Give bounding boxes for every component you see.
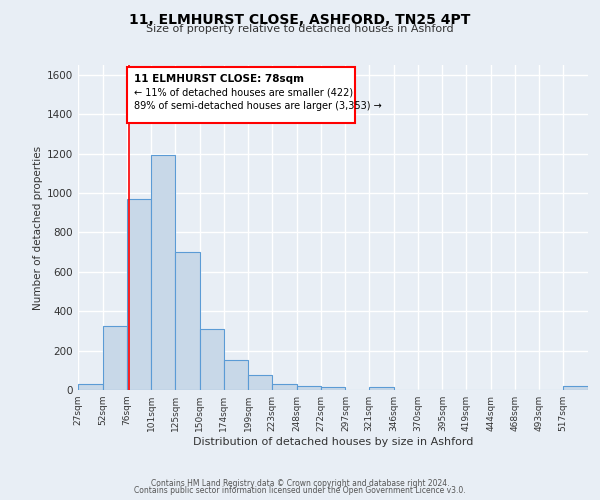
Text: Contains public sector information licensed under the Open Government Licence v3: Contains public sector information licen… (134, 486, 466, 495)
Bar (200, 329, 224, 390)
Bar (103, 326, 127, 390)
Bar (320, 387, 346, 390)
Text: ← 11% of detached houses are smaller (422): ← 11% of detached houses are smaller (42… (134, 88, 353, 98)
Text: 11, ELMHURST CLOSE, ASHFORD, TN25 4PT: 11, ELMHURST CLOSE, ASHFORD, TN25 4PT (130, 12, 470, 26)
Bar (248, 375, 272, 390)
Bar (127, 199, 151, 390)
Text: Contains HM Land Registry data © Crown copyright and database right 2024.: Contains HM Land Registry data © Crown c… (151, 478, 449, 488)
Bar (151, 154, 175, 390)
Text: 11 ELMHURST CLOSE: 78sqm: 11 ELMHURST CLOSE: 78sqm (134, 74, 304, 84)
Bar (297, 386, 320, 390)
Bar (272, 384, 297, 390)
Bar (175, 252, 200, 390)
Text: 89% of semi-detached houses are larger (3,353) →: 89% of semi-detached houses are larger (… (134, 102, 382, 112)
Text: Size of property relative to detached houses in Ashford: Size of property relative to detached ho… (146, 24, 454, 34)
Y-axis label: Number of detached properties: Number of detached properties (33, 146, 43, 310)
Bar (369, 387, 394, 390)
Bar (563, 386, 588, 390)
Bar (224, 360, 248, 390)
X-axis label: Distribution of detached houses by size in Ashford: Distribution of detached houses by size … (193, 437, 473, 447)
Bar (78, 384, 103, 390)
